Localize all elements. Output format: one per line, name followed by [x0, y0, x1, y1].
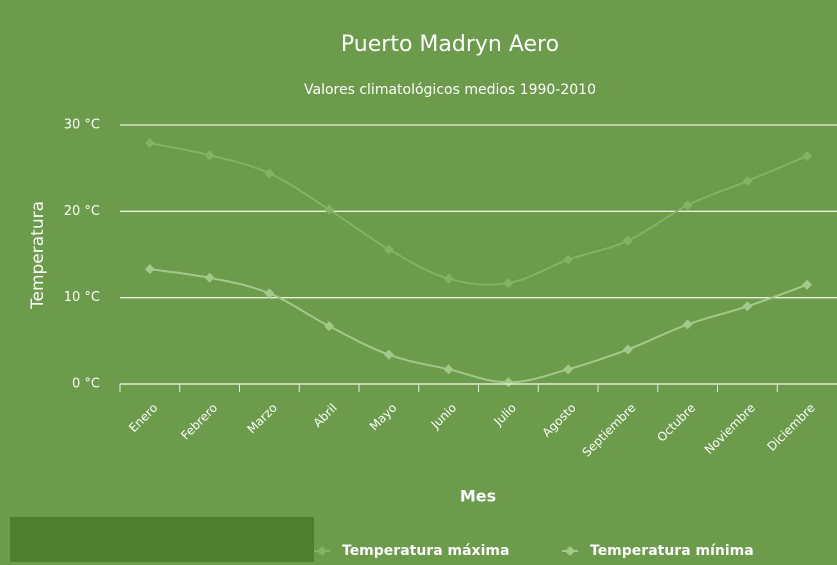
point-marker: [802, 151, 813, 162]
point-marker: [204, 150, 215, 161]
x-tick-label: Julio: [491, 401, 519, 429]
chart-title: Puerto Madryn Aero: [341, 32, 559, 57]
point-marker: [682, 319, 693, 330]
x-tick-label: Marzo: [244, 401, 280, 437]
point-marker: [324, 321, 335, 332]
point-marker: [563, 364, 574, 375]
point-marker: [503, 277, 514, 288]
x-tick-label: Agosto: [539, 401, 578, 440]
point-marker: [682, 200, 693, 211]
point-marker: [144, 264, 155, 275]
point-marker: [383, 349, 394, 360]
y-tick-label: 30 °C: [64, 118, 100, 133]
point-marker: [324, 204, 335, 215]
point-marker: [144, 138, 155, 149]
point-marker: [622, 235, 633, 246]
point-marker: [383, 244, 394, 255]
y-axis-title: Temperatura: [28, 201, 48, 310]
point-marker: [503, 377, 514, 388]
redaction-block: [10, 517, 314, 562]
series-line: [149, 142, 808, 286]
point-marker: [443, 273, 454, 284]
legend-marker: [317, 546, 327, 556]
series-line: [149, 268, 808, 384]
x-tick-label: Octubre: [654, 401, 698, 445]
x-axis-title: Mes: [460, 487, 496, 506]
point-marker: [563, 254, 574, 265]
legend-label: Temperatura mínima: [590, 543, 754, 559]
point-marker: [264, 168, 275, 179]
point-marker: [622, 344, 633, 355]
x-tick-label: Enero: [126, 401, 160, 435]
legend-label: Temperatura máxima: [342, 543, 509, 559]
x-tick-label: Junio: [428, 401, 459, 432]
point-marker: [802, 279, 813, 290]
y-tick-label: 10 °C: [64, 290, 100, 305]
x-tick-label: Mayo: [367, 401, 400, 434]
y-tick-label: 0 °C: [72, 377, 100, 392]
point-marker: [264, 288, 275, 299]
point-marker: [742, 176, 753, 187]
x-tick-label: Septiembre: [579, 401, 638, 460]
x-tick-label: Abril: [310, 401, 339, 430]
point-marker: [204, 272, 215, 283]
y-tick-label: 20 °C: [64, 204, 100, 219]
point-marker: [742, 301, 753, 312]
x-tick-label: Febrero: [178, 401, 220, 443]
chart-subtitle: Valores climatológicos medios 1990-2010: [304, 82, 596, 98]
point-marker: [443, 364, 454, 375]
legend-marker: [565, 546, 575, 556]
x-tick-label: Noviembre: [702, 401, 758, 457]
x-tick-label: Diciembre: [765, 401, 818, 454]
